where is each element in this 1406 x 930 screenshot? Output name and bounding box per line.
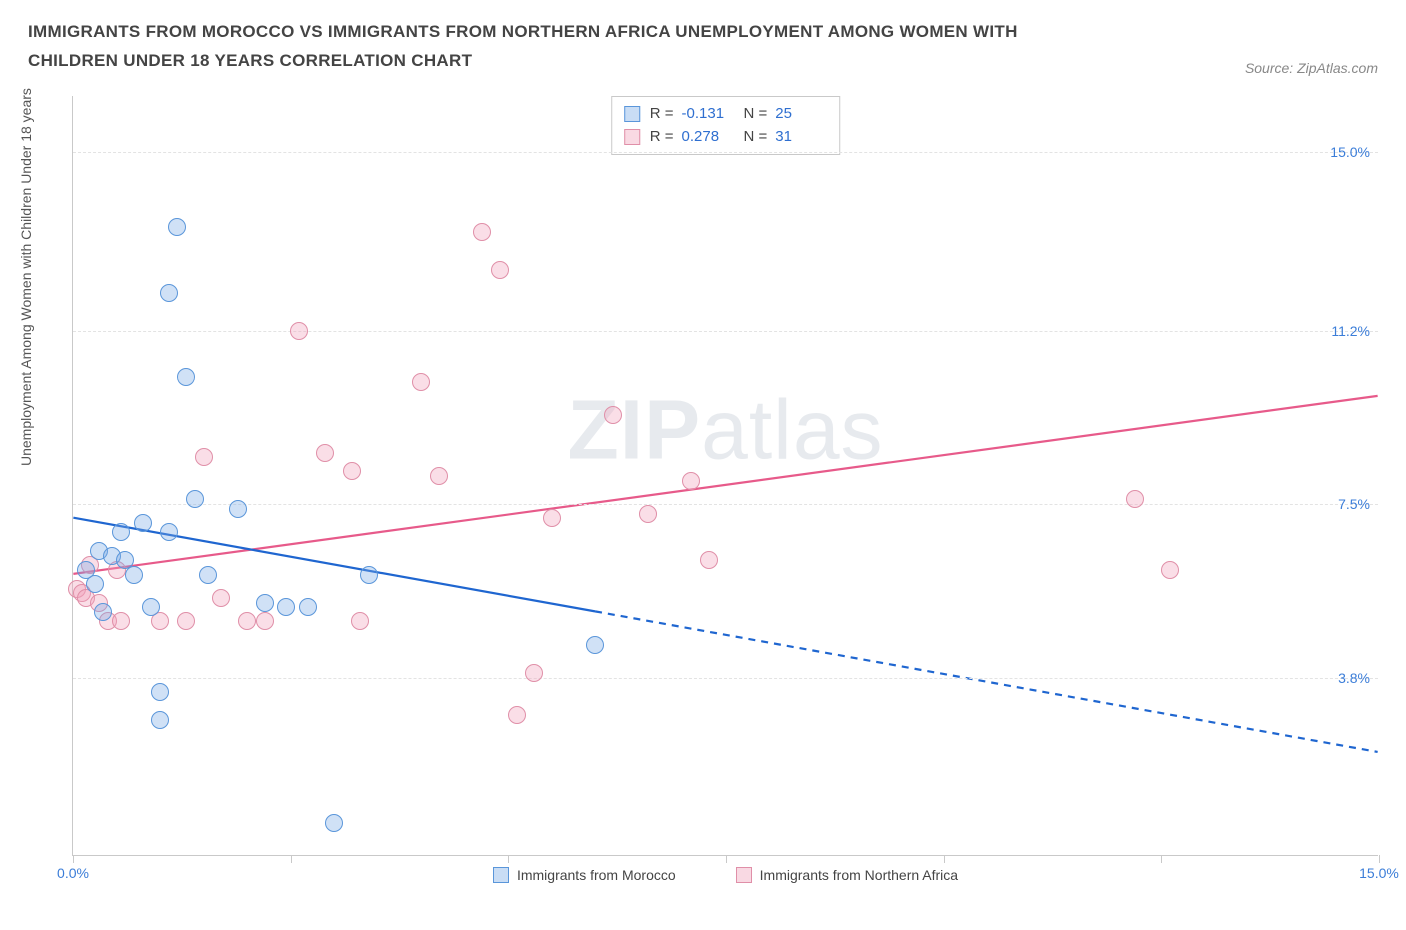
data-point-northern-africa bbox=[430, 467, 448, 485]
data-point-morocco bbox=[151, 711, 169, 729]
y-axis-title: Unemployment Among Women with Children U… bbox=[18, 88, 34, 466]
n-value-blue: 25 bbox=[775, 103, 827, 126]
r-value-blue: -0.131 bbox=[682, 103, 734, 126]
trend-lines bbox=[73, 96, 1378, 855]
data-point-northern-africa bbox=[112, 612, 130, 630]
y-tick-label: 15.0% bbox=[1330, 144, 1370, 160]
legend-row-blue: R = -0.131 N = 25 bbox=[624, 103, 828, 126]
data-point-morocco bbox=[186, 490, 204, 508]
gridline bbox=[73, 152, 1378, 153]
data-point-northern-africa bbox=[195, 448, 213, 466]
x-tick bbox=[508, 855, 509, 863]
data-point-northern-africa bbox=[1126, 490, 1144, 508]
data-point-northern-africa bbox=[604, 406, 622, 424]
y-tick-label: 3.8% bbox=[1338, 670, 1370, 686]
data-point-morocco bbox=[142, 598, 160, 616]
chart-container: Unemployment Among Women with Children U… bbox=[28, 96, 1378, 896]
data-point-northern-africa bbox=[473, 223, 491, 241]
data-point-northern-africa bbox=[508, 706, 526, 724]
data-point-northern-africa bbox=[343, 462, 361, 480]
data-point-morocco bbox=[168, 218, 186, 236]
correlation-legend: R = -0.131 N = 25 R = 0.278 N = 31 bbox=[611, 96, 841, 155]
x-tick-label: 15.0% bbox=[1359, 865, 1399, 881]
data-point-morocco bbox=[256, 594, 274, 612]
chart-title: IMMIGRANTS FROM MOROCCO VS IMMIGRANTS FR… bbox=[28, 18, 1108, 76]
x-tick bbox=[1161, 855, 1162, 863]
data-point-northern-africa bbox=[177, 612, 195, 630]
data-point-northern-africa bbox=[290, 322, 308, 340]
y-tick-label: 11.2% bbox=[1331, 323, 1370, 339]
data-point-northern-africa bbox=[316, 444, 334, 462]
gridline bbox=[73, 331, 1378, 332]
r-value-pink: 0.278 bbox=[682, 126, 734, 149]
data-point-northern-africa bbox=[212, 589, 230, 607]
x-tick bbox=[726, 855, 727, 863]
legend-row-pink: R = 0.278 N = 31 bbox=[624, 126, 828, 149]
data-point-northern-africa bbox=[1161, 561, 1179, 579]
data-point-morocco bbox=[134, 514, 152, 532]
data-point-northern-africa bbox=[682, 472, 700, 490]
swatch-blue-icon bbox=[493, 867, 509, 883]
y-tick-label: 7.5% bbox=[1338, 496, 1370, 512]
x-tick bbox=[291, 855, 292, 863]
data-point-morocco bbox=[360, 566, 378, 584]
data-point-morocco bbox=[160, 284, 178, 302]
data-point-morocco bbox=[299, 598, 317, 616]
data-point-morocco bbox=[86, 575, 104, 593]
gridline bbox=[73, 504, 1378, 505]
watermark: ZIPatlas bbox=[567, 381, 883, 478]
data-point-northern-africa bbox=[700, 551, 718, 569]
source-attribution: Source: ZipAtlas.com bbox=[1245, 60, 1378, 76]
series-legend: Immigrants from Morocco Immigrants from … bbox=[73, 867, 1378, 883]
data-point-northern-africa bbox=[256, 612, 274, 630]
data-point-northern-africa bbox=[412, 373, 430, 391]
x-tick-label: 0.0% bbox=[57, 865, 89, 881]
n-value-pink: 31 bbox=[775, 126, 827, 149]
x-tick bbox=[1379, 855, 1380, 863]
data-point-northern-africa bbox=[238, 612, 256, 630]
data-point-morocco bbox=[116, 551, 134, 569]
data-point-morocco bbox=[151, 683, 169, 701]
legend-item-morocco: Immigrants from Morocco bbox=[493, 867, 676, 883]
data-point-morocco bbox=[199, 566, 217, 584]
data-point-northern-africa bbox=[491, 261, 509, 279]
data-point-northern-africa bbox=[525, 664, 543, 682]
swatch-pink-icon bbox=[736, 867, 752, 883]
data-point-morocco bbox=[277, 598, 295, 616]
data-point-morocco bbox=[177, 368, 195, 386]
plot-area: ZIPatlas R = -0.131 N = 25 R = 0.278 N =… bbox=[72, 96, 1378, 856]
data-point-northern-africa bbox=[543, 509, 561, 527]
x-tick bbox=[944, 855, 945, 863]
legend-item-northern-africa: Immigrants from Northern Africa bbox=[736, 867, 958, 883]
data-point-northern-africa bbox=[639, 505, 657, 523]
data-point-morocco bbox=[229, 500, 247, 518]
swatch-blue bbox=[624, 106, 640, 122]
data-point-morocco bbox=[112, 523, 130, 541]
x-tick bbox=[73, 855, 74, 863]
data-point-northern-africa bbox=[351, 612, 369, 630]
gridline bbox=[73, 678, 1378, 679]
data-point-morocco bbox=[325, 814, 343, 832]
swatch-pink bbox=[624, 129, 640, 145]
data-point-morocco bbox=[586, 636, 604, 654]
data-point-morocco bbox=[160, 523, 178, 541]
data-point-morocco bbox=[94, 603, 112, 621]
